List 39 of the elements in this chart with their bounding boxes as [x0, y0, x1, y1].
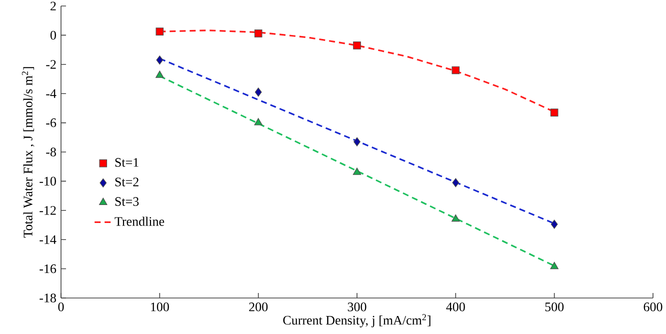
point — [354, 137, 360, 146]
y-tick-label: -8 — [46, 148, 56, 156]
legend-label: St=3 — [115, 197, 139, 206]
point — [353, 42, 361, 50]
y-axis-title: Total Water Flux , J [mmol/s m$^{2}$] — [22, 67, 34, 238]
point — [550, 262, 558, 270]
y-tick-label: 0 — [50, 30, 56, 40]
y-tick-label: -4 — [46, 89, 56, 98]
y-tick-label: -6 — [46, 118, 56, 128]
point — [452, 66, 460, 74]
point — [254, 30, 262, 38]
point — [156, 28, 164, 36]
point — [452, 214, 460, 222]
legend-label: St=2 — [115, 178, 138, 186]
legend-label: St=1 — [115, 158, 138, 167]
legend-label: Trendline — [114, 216, 164, 226]
y-tick-label: -14 — [40, 235, 56, 244]
point — [452, 178, 460, 188]
x-tick-label: 100 — [151, 302, 169, 312]
point — [254, 88, 262, 97]
y-tick-label: -18 — [40, 294, 56, 302]
y-tick-label: -16 — [40, 264, 56, 274]
point — [156, 70, 164, 78]
x-tick-label: 200 — [249, 302, 268, 312]
point — [156, 56, 164, 65]
y-tick-label: -10 — [40, 176, 56, 186]
y-tick-label: -12 — [40, 206, 56, 215]
point — [352, 168, 362, 175]
x-axis-title: Current Density, j [mA/cm$^{2}$] — [283, 314, 430, 328]
x-tick-label: 0 — [58, 302, 64, 312]
x-tick-label: 400 — [446, 302, 465, 312]
y-tick-label: 2 — [50, 2, 56, 10]
x-tick-label: 300 — [348, 302, 366, 312]
point — [550, 220, 558, 229]
point — [254, 118, 262, 126]
y-tick-label: -2 — [46, 60, 56, 69]
point — [550, 108, 558, 116]
x-tick-label: 600 — [644, 302, 662, 312]
x-tick-label: 500 — [545, 302, 564, 312]
